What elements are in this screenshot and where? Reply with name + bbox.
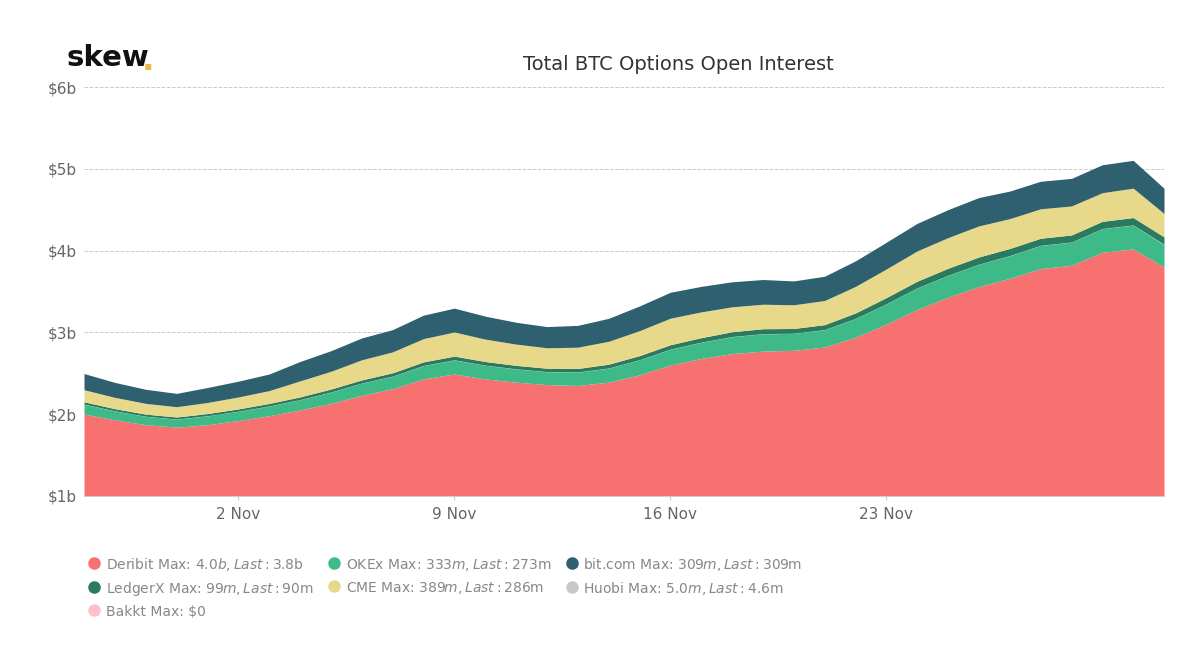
Text: .: .	[142, 44, 155, 76]
Title: Total BTC Options Open Interest: Total BTC Options Open Interest	[523, 56, 833, 74]
Text: skew: skew	[66, 44, 149, 72]
Legend: Deribit Max: $4.0b, Last: $3.8b, LedgerX Max: $99m, Last: $90m, Bakkt Max: $0, O: Deribit Max: $4.0b, Last: $3.8b, LedgerX…	[91, 556, 802, 619]
